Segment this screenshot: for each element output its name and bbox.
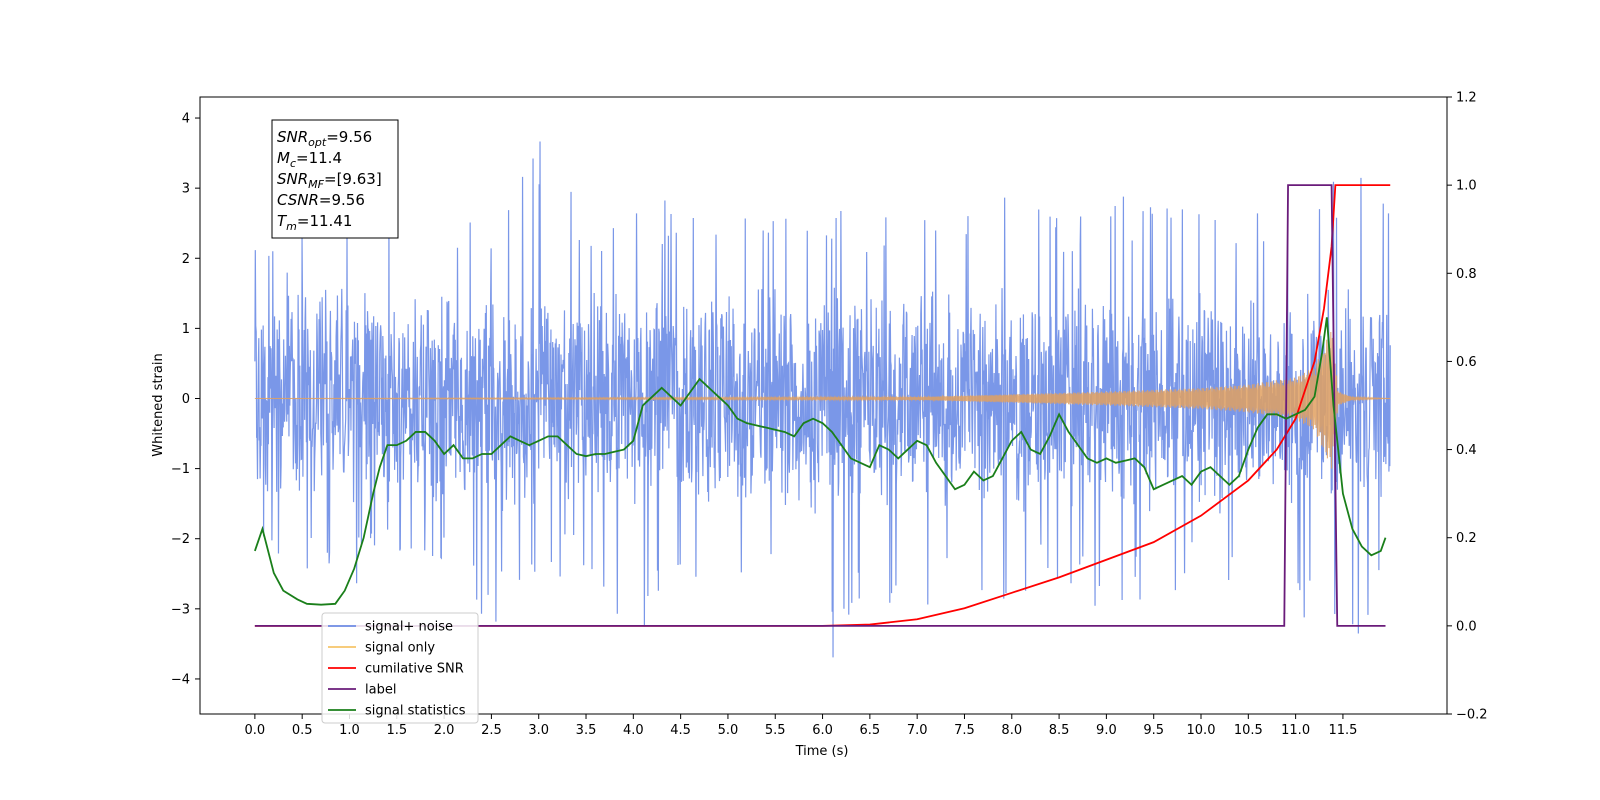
x-tick-label: 5.0 — [718, 723, 739, 738]
stat-line-t-m: Tm=11.41 — [277, 212, 352, 233]
x-tick-label: 7.5 — [954, 723, 975, 738]
y-tick-label: 3 — [182, 182, 190, 197]
x-tick-label: 1.0 — [339, 723, 360, 738]
y-axis-right: 1.2 1.0 0.8 0.6 0.4 0.2 0.0 −0.2 — [1447, 91, 1488, 723]
x-tick-label: 2.0 — [434, 723, 455, 738]
series-label-line — [254, 184, 1386, 627]
x-tick-label: 11.0 — [1281, 723, 1310, 738]
y-axis-left: 4 3 2 1 0 −1 −2 −3 −4 — [171, 112, 200, 687]
x-tick-label: 8.0 — [1001, 723, 1022, 738]
y2-tick-label: 0.0 — [1456, 619, 1477, 634]
x-tick-label: 0.5 — [292, 723, 313, 738]
y-tick-label: 2 — [182, 252, 190, 267]
series-cumilative-snr-line — [254, 184, 1391, 627]
series-signal-statistics-line — [254, 317, 1387, 606]
y2-tick-label: 0.2 — [1456, 531, 1477, 546]
y2-tick-label: 0.6 — [1456, 355, 1477, 370]
legend: signal+ noise signal only cumilative SNR la… — [321, 612, 479, 724]
x-tick-label: 3.5 — [576, 723, 597, 738]
x-tick-label: 0.0 — [245, 723, 266, 738]
x-tick-label: 6.0 — [812, 723, 833, 738]
plot-area — [254, 141, 1391, 658]
y-tick-label: 1 — [182, 322, 190, 337]
legend-label-cumilative-snr: cumilative SNR — [365, 662, 464, 677]
x-tick-label: 3.0 — [528, 723, 549, 738]
legend-label-label: label — [365, 683, 396, 698]
y-tick-label: −3 — [171, 602, 190, 617]
y-tick-label: −1 — [171, 462, 190, 477]
stats-box-frame — [271, 119, 399, 239]
y-tick-label: 0 — [182, 392, 190, 407]
y2-tick-label: 1.2 — [1456, 91, 1477, 106]
series-signal-only-line — [254, 332, 1391, 469]
y2-tick-label: 1.0 — [1456, 179, 1477, 194]
x-tick-label: 1.5 — [386, 723, 407, 738]
x-tick-label: 9.5 — [1143, 723, 1164, 738]
legend-frame — [321, 612, 479, 724]
x-tick-label: 4.5 — [670, 723, 691, 738]
stat-line-m-c: Mc=11.4 — [277, 149, 342, 170]
y-tick-label: 4 — [182, 112, 190, 127]
y2-tick-label: 0.8 — [1456, 267, 1477, 282]
legend-label-signal-noise: signal+ noise — [365, 620, 453, 635]
x-tick-label: 4.0 — [623, 723, 644, 738]
x-tick-label: 6.5 — [860, 723, 881, 738]
x-tick-label: 10.0 — [1187, 723, 1216, 738]
x-axis: 0.0 0.5 1.0 1.5 2.0 2.5 3.0 3.5 4.0 4.5 5.0 5.5 6.0 6… — [245, 714, 1357, 738]
x-tick-label: 11.5 — [1328, 723, 1357, 738]
legend-label-signal-only: signal only — [365, 641, 435, 656]
x-tick-label: 7.0 — [907, 723, 928, 738]
x-tick-label: 9.0 — [1096, 723, 1117, 738]
stat-line-snr-mf: SNRMF=[9.63] — [277, 170, 382, 191]
x-tick-label: 2.5 — [481, 723, 502, 738]
y2-tick-label: 0.4 — [1456, 443, 1477, 458]
stat-line-csnr: CSNR=9.56 — [277, 191, 365, 209]
axes-frame — [199, 96, 1448, 715]
y2-tick-label: −0.2 — [1456, 708, 1488, 723]
y-axis-label: Whitened strain — [151, 353, 166, 456]
y-tick-label: −4 — [171, 672, 190, 687]
stat-line-snr-opt: SNRopt=9.56 — [277, 128, 372, 149]
legend-label-signal-statistics: signal statistics — [365, 704, 466, 719]
x-tick-label: 8.5 — [1049, 723, 1070, 738]
x-tick-label: 10.5 — [1234, 723, 1263, 738]
x-axis-label: Time (s) — [795, 744, 849, 759]
y-tick-label: −2 — [171, 532, 190, 547]
x-tick-label: 5.5 — [765, 723, 786, 738]
